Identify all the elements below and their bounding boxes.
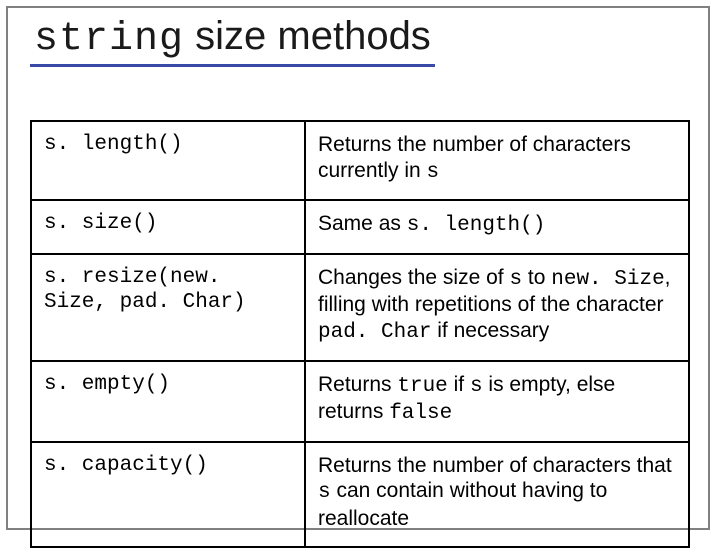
code-span: s <box>470 375 483 398</box>
table-row: s. size()Same as s. length() <box>31 200 689 254</box>
description-cell: Returns the number of characters current… <box>305 121 689 200</box>
table-row: s. empty()Returns true if s is empty, el… <box>31 361 689 442</box>
method-cell: s. resize(new. Size, pad. Char) <box>31 254 305 361</box>
methods-table-body: s. length() Returns the number of charact… <box>31 121 689 547</box>
text-span: Returns the number of characters current… <box>318 133 631 182</box>
table-row: s. capacity()Returns the number of chara… <box>31 442 689 547</box>
method-cell: s. capacity() <box>31 442 305 547</box>
code-span: s <box>509 268 522 291</box>
table-row: s. length() Returns the number of charact… <box>31 121 689 200</box>
text-span: if <box>448 373 470 396</box>
title-code-word: string <box>34 17 184 62</box>
code-span: s <box>318 481 331 504</box>
code-span: true <box>397 375 447 398</box>
text-span: Changes the size of <box>318 266 509 289</box>
code-span: s <box>427 161 440 184</box>
text-span: Returns the number of characters that <box>318 454 672 477</box>
code-span: pad. Char <box>318 321 431 344</box>
title-rest: size methods <box>184 14 431 58</box>
description-cell: Returns true if s is empty, else returns… <box>305 361 689 442</box>
methods-table: s. length() Returns the number of charact… <box>30 120 690 548</box>
code-span: false <box>389 402 452 425</box>
text-span: to <box>522 266 551 289</box>
method-cell: s. size() <box>31 200 305 254</box>
method-cell: s. length() <box>31 121 305 200</box>
text-span: can contain without having to reallocate <box>318 479 607 530</box>
code-span: new. Size <box>551 268 664 291</box>
text-span: Same as <box>318 212 407 235</box>
description-cell: Same as s. length() <box>305 200 689 254</box>
text-span: if necessary <box>431 319 549 342</box>
code-span: s. length() <box>407 214 546 237</box>
method-cell: s. empty() <box>31 361 305 442</box>
text-span: Returns <box>318 373 397 396</box>
slide-title-text: string size methods <box>34 14 431 58</box>
slide-title: string size methods <box>30 14 435 67</box>
table-row: s. resize(new. Size, pad. Char)Changes t… <box>31 254 689 361</box>
description-cell: Changes the size of s to new. Size, fill… <box>305 254 689 361</box>
description-cell: Returns the number of characters that s … <box>305 442 689 547</box>
